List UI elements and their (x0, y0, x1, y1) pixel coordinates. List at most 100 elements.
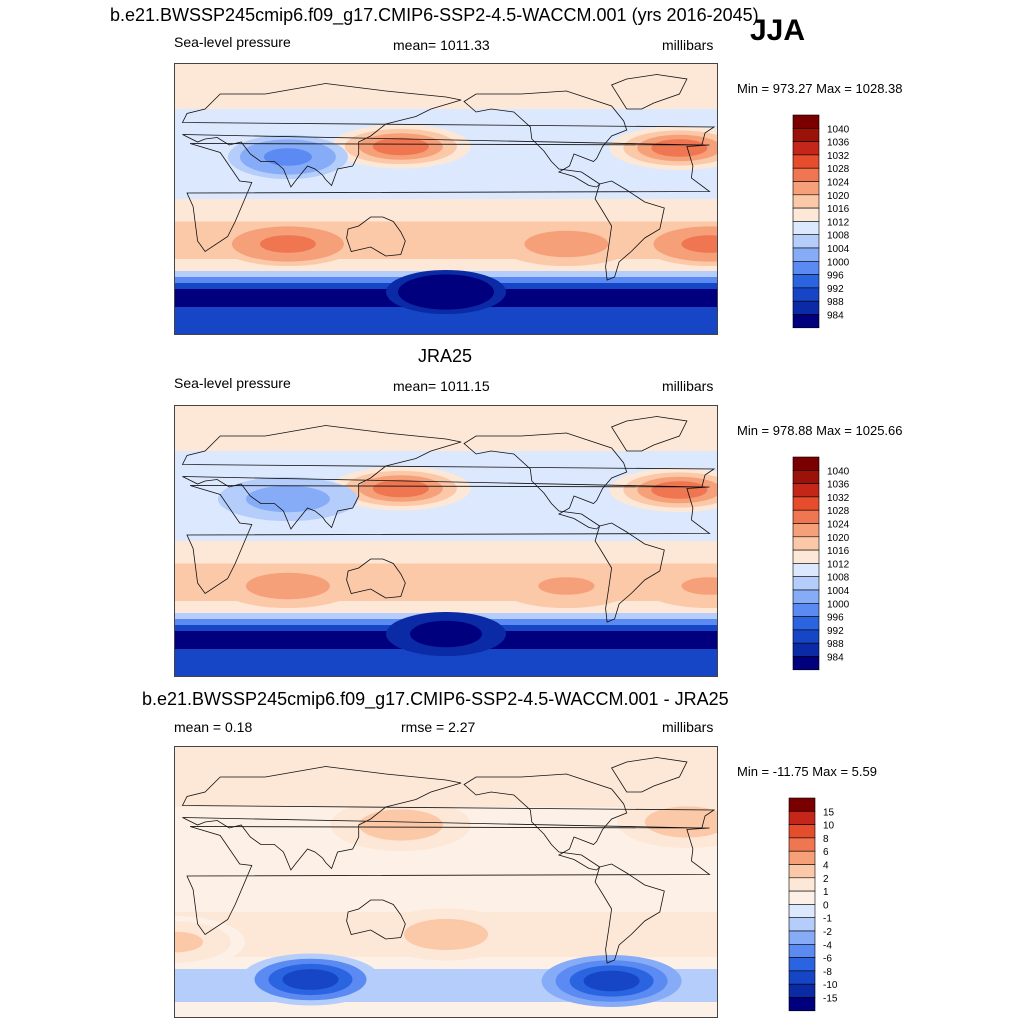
colorbar-tick-label: 0 (823, 900, 829, 911)
continent-outline (594, 522, 665, 623)
panel1-units-label: millibars (662, 37, 714, 53)
colorbar-tick-label: 984 (827, 311, 844, 322)
pressure-feature (422, 283, 470, 301)
panel3-colorbar: 15 10 8 6 4 2 1 0 -1 -2 -4 -6 -8 -10 -15 (788, 797, 879, 1012)
colorbar-tick-label: 1004 (827, 586, 850, 597)
panel1-minmax-label: Min = 973.27 Max = 1028.38 (737, 81, 903, 96)
colorbar-swatch (788, 797, 816, 812)
colorbar-tick-label: 988 (827, 297, 844, 308)
colorbar-tick-label: 1012 (827, 559, 850, 570)
pressure-feature (259, 235, 316, 253)
colorbar-swatch (792, 274, 820, 289)
colorbar-swatch (792, 563, 820, 578)
pressure-feature (681, 577, 717, 595)
colorbar-tick-label: -8 (823, 967, 832, 978)
colorbar-tick-label: 996 (827, 271, 844, 282)
colorbar-swatch (792, 629, 820, 644)
zonal-band (175, 176, 717, 199)
colorbar-swatch (792, 642, 820, 657)
colorbar-tick-label: 1000 (827, 257, 850, 268)
pressure-feature (372, 479, 429, 498)
continent-outline (181, 766, 716, 871)
colorbar-tick-label: 1020 (827, 191, 850, 202)
colorbar-swatch (788, 917, 816, 932)
pressure-feature (418, 924, 474, 945)
colorbar-tick-label: 1024 (827, 520, 850, 531)
colorbar-swatch (788, 877, 816, 892)
pressure-feature (583, 970, 640, 992)
colorbar-tick-label: 984 (827, 653, 844, 664)
colorbar-swatch (788, 930, 816, 945)
colorbar-tick-label: 2 (823, 874, 829, 885)
continent-outline (611, 757, 688, 793)
colorbar-swatch (792, 523, 820, 538)
colorbar-swatch (792, 536, 820, 551)
colorbar-tick-label: 1008 (827, 573, 850, 584)
panel1-mean-label: mean= 1011.33 (393, 37, 490, 53)
zonal-band (175, 852, 717, 912)
colorbar-swatch (792, 470, 820, 484)
colorbar-tick-label: -10 (823, 980, 838, 991)
panel3-title: b.e21.BWSSP245cmip6.f09_g17.CMIP6-SSP2-4… (142, 689, 729, 709)
panel3-map (174, 746, 718, 1018)
colorbar-swatch (792, 509, 820, 524)
panel2-colorbar: 1040 1036 1032 1028 1024 1020 1016 1012 1008 1004… (792, 456, 883, 671)
colorbar-tick-label: 1040 (827, 124, 850, 135)
colorbar-tick-label: 1024 (827, 178, 850, 189)
colorbar-swatch (792, 114, 820, 129)
colorbar-swatch (792, 128, 820, 142)
colorbar-swatch (792, 154, 820, 169)
colorbar-tick-label: 1040 (827, 466, 850, 477)
colorbar-tick-label: 1036 (827, 138, 850, 149)
colorbar-tick-label: 996 (827, 613, 844, 624)
colorbar-tick-label: -4 (823, 940, 832, 951)
continent-outline (463, 90, 628, 188)
pressure-feature (681, 235, 717, 253)
zonal-band (175, 64, 717, 109)
colorbar-swatch (788, 957, 816, 972)
panel2-title: JRA25 (418, 346, 473, 366)
colorbar-tick-label: 1028 (827, 164, 850, 175)
colorbar-swatch (788, 864, 816, 879)
colorbar-swatch (792, 167, 820, 182)
colorbar-tick-label: 8 (823, 834, 829, 845)
pressure-feature (372, 814, 429, 836)
pressure-feature (422, 625, 470, 643)
colorbar-swatch (792, 589, 820, 604)
colorbar-swatch (792, 194, 820, 209)
continent-outline (186, 485, 711, 595)
continent-outline (346, 558, 406, 599)
zonal-band (175, 199, 717, 222)
continent-outline (181, 425, 716, 530)
colorbar-tick-label: -2 (823, 927, 832, 938)
pressure-feature (372, 137, 429, 156)
panel1-colorbar: 1040 1036 1032 1028 1024 1020 1016 1012 1008 1004… (792, 114, 883, 329)
colorbar-swatch (792, 456, 820, 471)
panel3-rmse-label: rmse = 2.27 (401, 719, 476, 735)
colorbar-swatch (788, 811, 816, 825)
colorbar-tick-label: -1 (823, 914, 832, 925)
colorbar-swatch (792, 221, 820, 236)
colorbar-tick-label: 1012 (827, 217, 850, 228)
colorbar-swatch (788, 983, 816, 998)
colorbar-swatch (788, 970, 816, 985)
continent-outline (186, 826, 711, 936)
colorbar-tick-label: 988 (827, 639, 844, 650)
colorbar-swatch (792, 656, 820, 671)
colorbar-tick-label: 1016 (827, 546, 850, 557)
continent-outline (611, 416, 688, 452)
pressure-feature (282, 969, 339, 990)
colorbar-tick-label: -6 (823, 954, 832, 965)
colorbar-tick-label: 1016 (827, 204, 850, 215)
colorbar-swatch (792, 576, 820, 591)
colorbar-swatch (792, 261, 820, 275)
panel3-mean-label: mean = 0.18 (174, 719, 253, 735)
colorbar-swatch (788, 890, 816, 905)
colorbar-swatch (788, 904, 816, 919)
season-label: JJA (750, 14, 806, 47)
colorbar-swatch (788, 837, 816, 852)
colorbar-swatch (792, 287, 820, 302)
colorbar-tick-label: 1020 (827, 533, 850, 544)
colorbar-swatch (792, 616, 820, 631)
colorbar-tick-label: 1 (823, 887, 829, 898)
